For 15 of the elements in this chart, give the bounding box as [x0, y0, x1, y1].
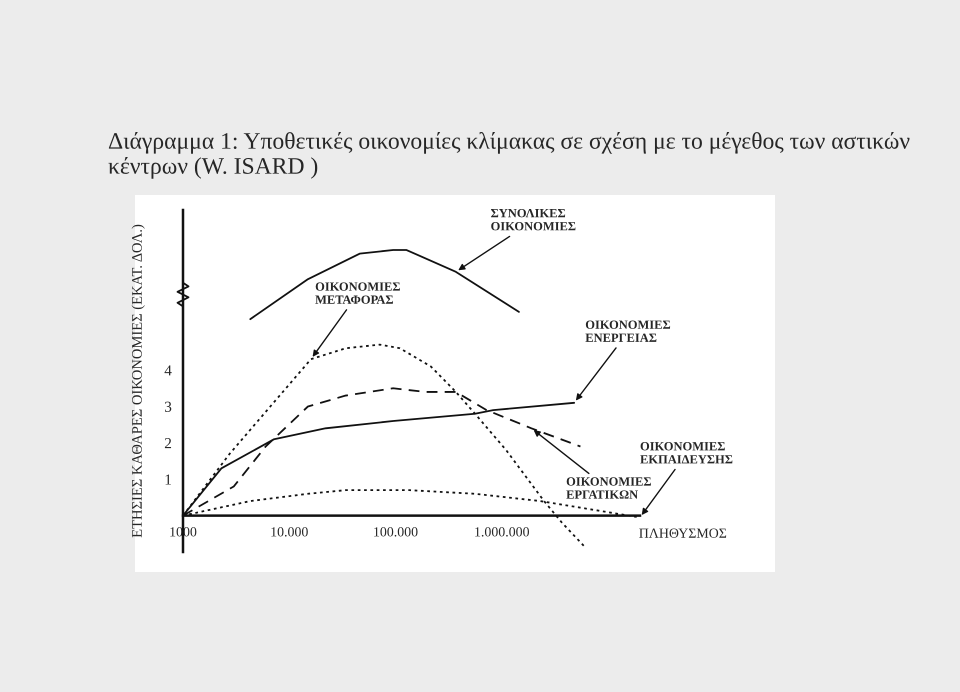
x-tick-label: 1.000.000 [475, 527, 530, 537]
y-tick-label: 3 [164, 402, 172, 412]
text: ΟΙΚΟΝΟΜΙΕΣ ΕΚΠΑΙΔΕΥΣΗΣ [640, 442, 732, 464]
x-tick-label: 100.000 [374, 527, 418, 537]
y-tick-label: 4 [164, 365, 172, 376]
y-tick-label: 1 [166, 474, 171, 485]
y-tick-label: 2 [164, 438, 172, 448]
text: ΟΙΚΟΝΟΜΙΕΣ ΜΕΤΑΦΟΡΑΣ [315, 282, 400, 304]
y-axis-title: ΕΤΗΣΙΕΣ ΚΑΘΑΡΕΣ ΟΙΚΟΝΟΜΙΕΣ (ΕΚΑΤ. ΔΟΛ.) [132, 224, 145, 538]
x-tick-label: 10.000 [271, 527, 308, 537]
text: ΟΙΚΟΝΟΜΙΕΣ ΕΝΕΡΓΕΙΑΣ [585, 320, 670, 342]
x-axis-title: ΠΛΗΘΥΣΜΟΣ [639, 528, 726, 538]
text: ΣΥΝΟΛΙΚΕΣ ΟΙΚΟΝΟΜΙΕΣ [491, 208, 576, 230]
text: ΟΙΚΟΝΟΜΙΕΣ ΕΡΓΑΤΙΚΩΝ [566, 477, 651, 499]
chart-title: Διάγραμμα 1: Υποθετικές οικονομίες κλίμακας σε σχέση με το μέγεθος των αστικών κέντρων (W. ISARD ) [108, 132, 910, 179]
